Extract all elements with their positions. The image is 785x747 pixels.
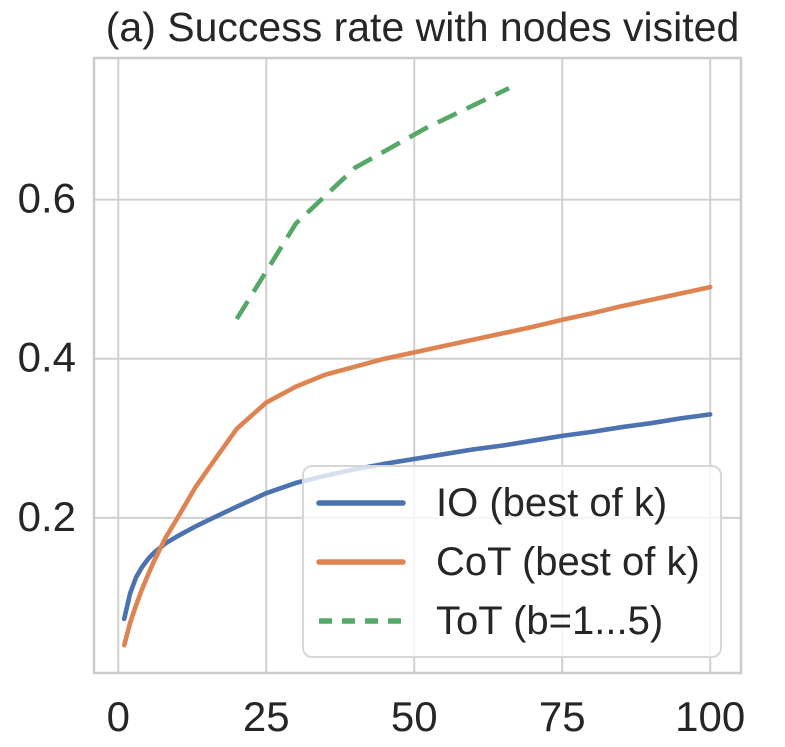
legend-item-cot: CoT (best of k) — [304, 535, 720, 589]
x-tick-label: 0 — [107, 693, 130, 740]
y-tick-label: 0.2 — [18, 493, 76, 540]
legend-item-io: IO (best of k) — [304, 476, 720, 530]
legend-label-io: IO (best of k) — [436, 480, 668, 525]
x-tick-label: 100 — [675, 693, 745, 740]
chart-title: (a) Success rate with nodes visited — [105, 4, 740, 50]
x-tick-label: 50 — [391, 693, 438, 740]
x-tick-label: 75 — [539, 693, 586, 740]
axes-spines — [92, 56, 743, 675]
y-tick-label: 0.4 — [18, 334, 76, 381]
series-line-1 — [121, 284, 713, 648]
legend-label-cot: CoT (best of k) — [436, 539, 700, 584]
tot-dashed-line-swatch-icon — [319, 617, 403, 624]
series-line-2 — [234, 86, 510, 321]
legend-item-tot: ToT (b=1...5) — [304, 594, 720, 648]
cot-line-swatch-icon — [316, 558, 406, 565]
y-tick-label: 0.6 — [18, 175, 76, 222]
io-line-swatch-icon — [316, 499, 406, 506]
legend: IO (best of k) CoT (best of k) ToT (b=1.… — [302, 465, 722, 658]
x-tick-label: 25 — [243, 693, 290, 740]
legend-label-tot: ToT (b=1...5) — [436, 598, 664, 643]
